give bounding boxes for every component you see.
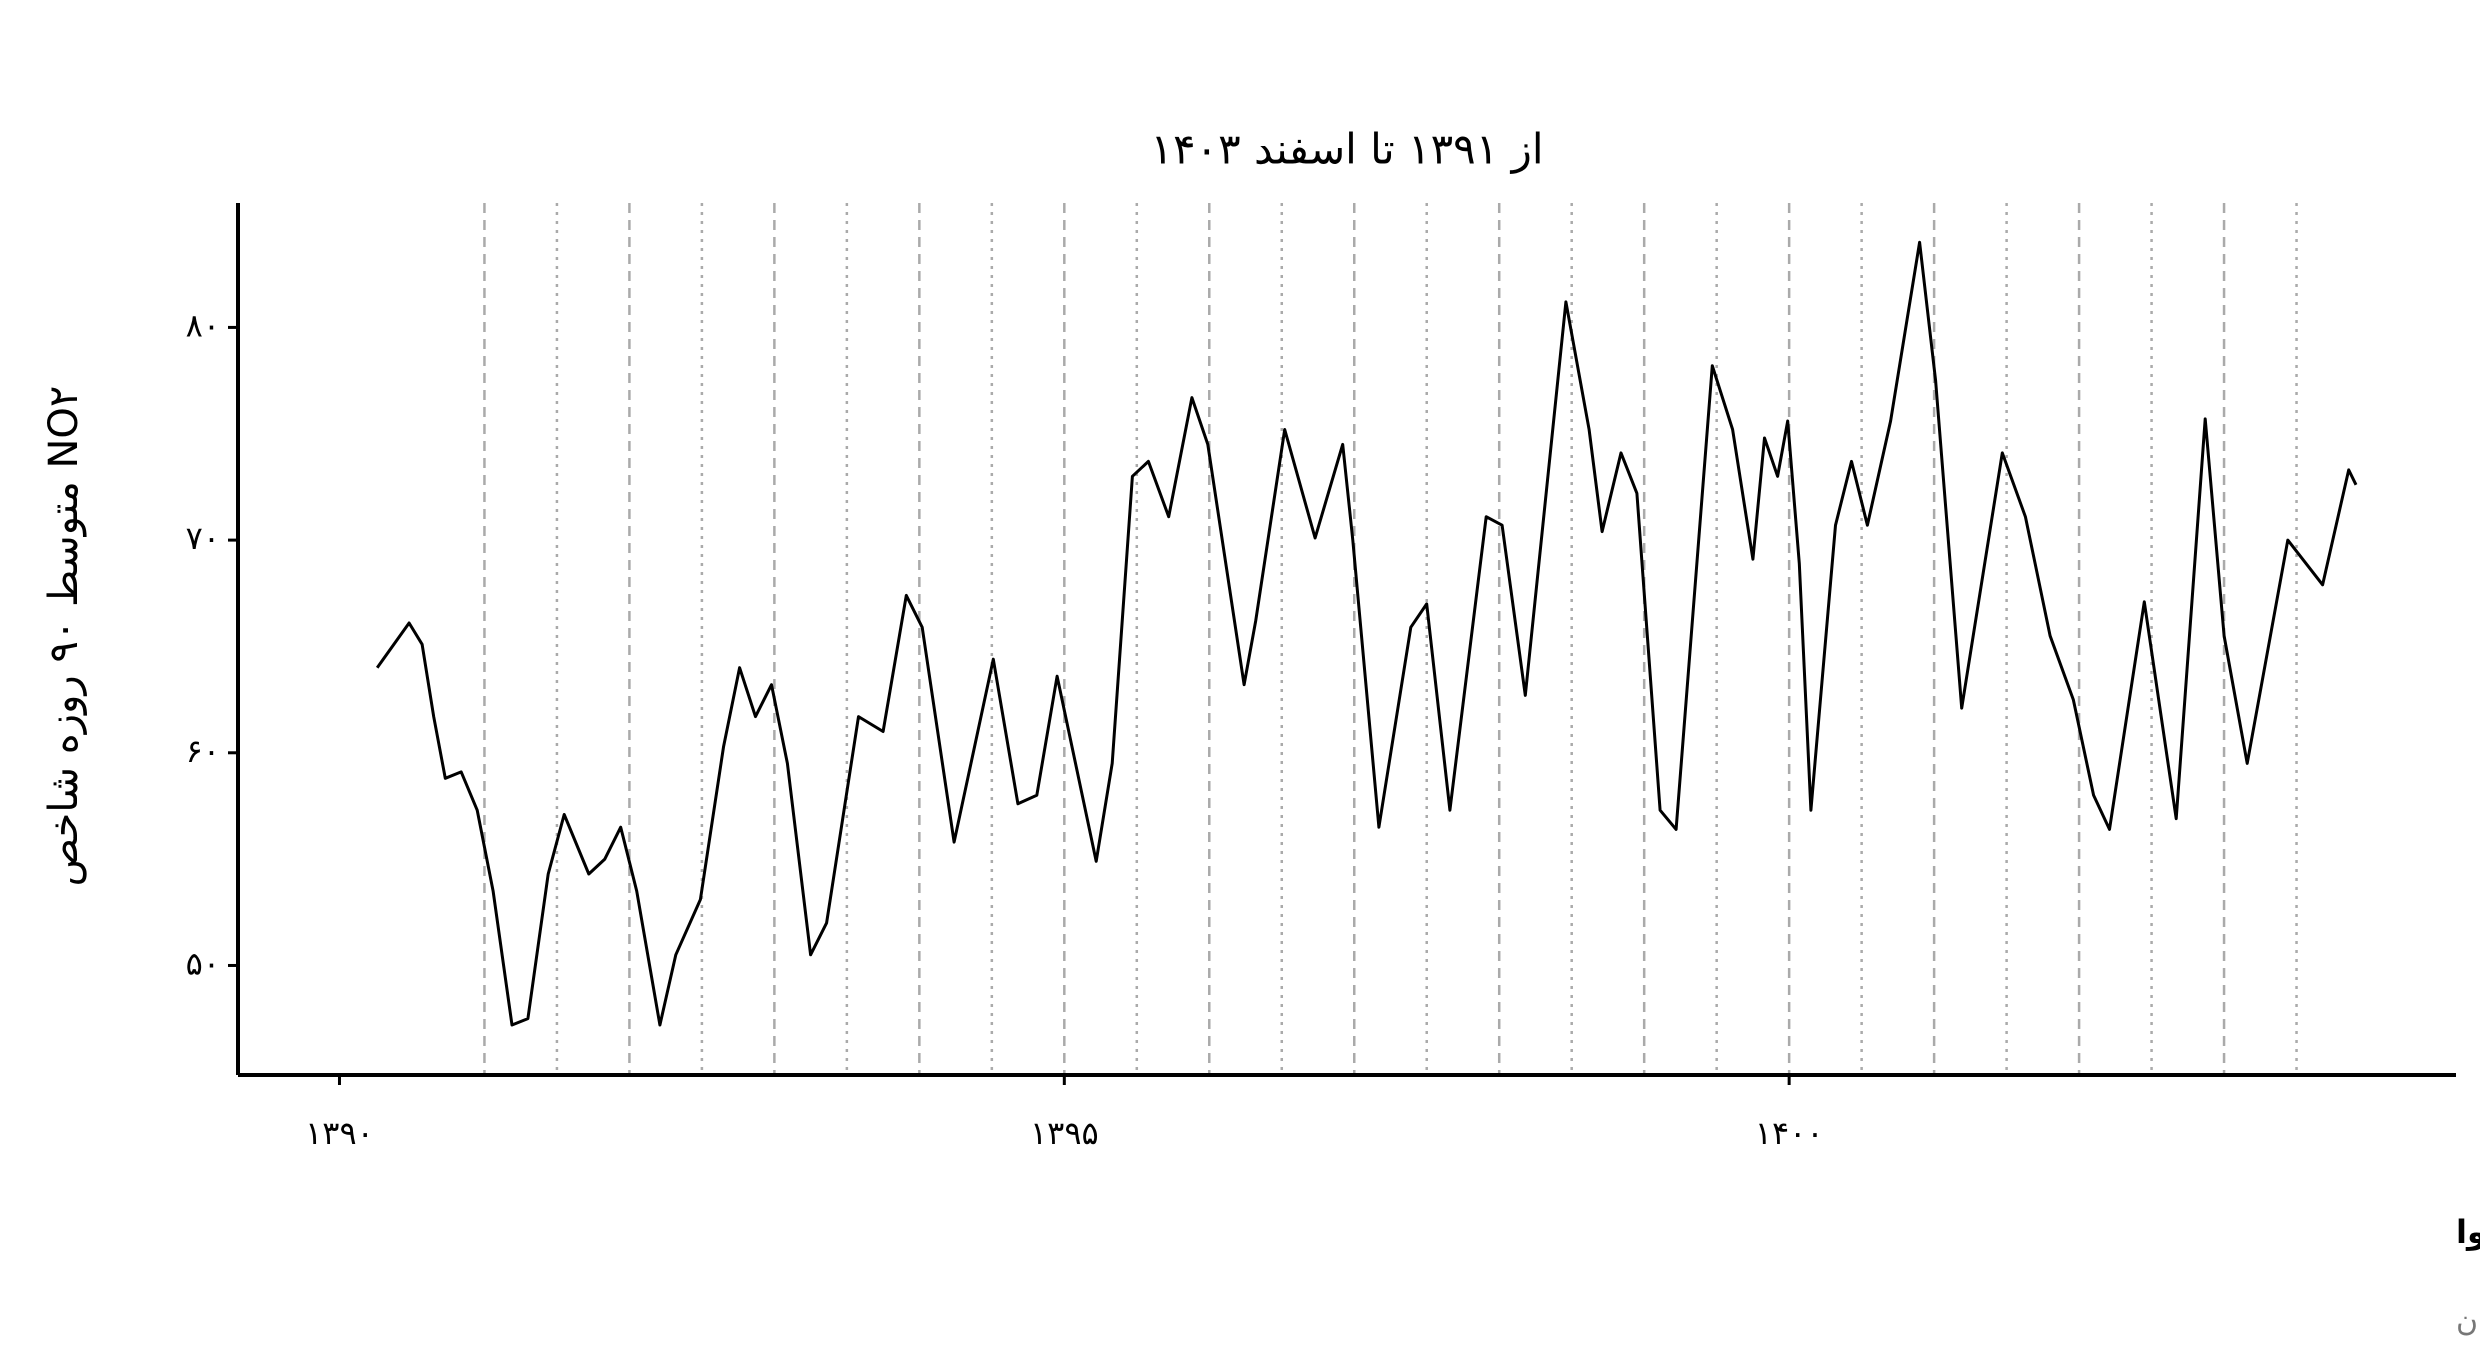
x-tick-label: ۱۳۹۰ [305,1114,374,1152]
x-tick-label: ۱۳۹۵ [1030,1114,1099,1152]
caption: روند تغییرات شاخص دی‌اکسید نیتروژن در هو… [2456,1213,2480,1251]
chart-title: از ۱۳۹۱ تا اسفند ۱۴۰۳ [1150,125,1543,174]
x-tick-label: ۱۴۰۰ [1755,1114,1824,1152]
data-line [375,240,2358,1027]
y-tick-label: ۸۰ [186,306,220,344]
y-axis-label: متوسط ۹۰ روزه شاخص NO۲ [41,386,87,887]
y-tick-label: ۶۰ [186,732,220,770]
y-tick-label: ۵۰ [186,944,220,982]
source: منبع داده: شرکت کنترل کیفیت هوای تهران [2456,1304,2480,1339]
y-tick-label: ۷۰ [186,519,220,557]
